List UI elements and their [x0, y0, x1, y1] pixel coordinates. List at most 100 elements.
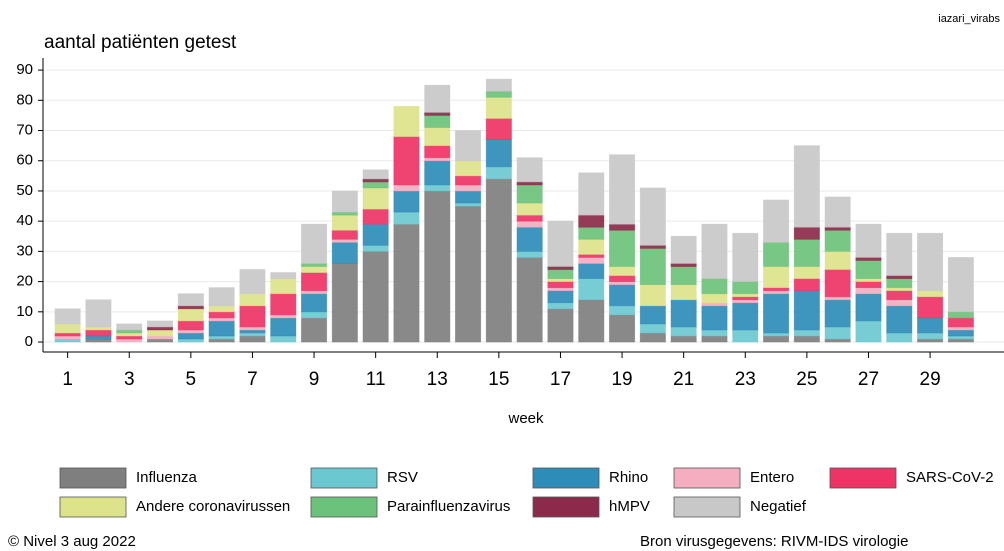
bar-segment	[732, 329, 759, 343]
bar-segment	[793, 335, 820, 343]
x-tick-label: 27	[858, 369, 879, 390]
bar-segment	[639, 323, 666, 334]
bar-segment	[855, 320, 882, 343]
bar-segment	[917, 232, 944, 292]
x-tick-label: 1	[62, 369, 73, 390]
legend-swatch	[532, 467, 600, 489]
bar-segment	[485, 96, 512, 119]
bar-segment	[855, 260, 882, 279]
bar-segment	[886, 278, 913, 289]
bar-segment	[301, 263, 328, 267]
bar-segment	[301, 223, 328, 264]
y-tick-label: 20	[16, 273, 33, 290]
legend-label: SARS-CoV-2	[906, 469, 994, 486]
bar-segment	[701, 293, 728, 304]
bar-segment	[331, 214, 358, 231]
footer-left: © Nivel 3 aug 2022	[8, 533, 136, 550]
bar-segment	[455, 205, 482, 343]
bar-segment	[670, 284, 697, 301]
bar-segment	[424, 115, 451, 128]
bar-segment	[208, 320, 235, 337]
bar-segment	[331, 211, 358, 216]
bar-segment	[362, 208, 389, 225]
bar-segment	[331, 190, 358, 213]
bar-segment	[578, 214, 605, 228]
legend-swatch	[532, 496, 600, 518]
bar-segment	[609, 223, 636, 231]
bar-segment	[609, 281, 636, 286]
bar-segment	[547, 220, 574, 267]
bar-segment	[516, 157, 543, 183]
bar-segment	[485, 118, 512, 140]
bar-segment	[208, 287, 235, 307]
bar-segment	[886, 299, 913, 307]
bar-segment	[485, 78, 512, 92]
x-tick-label: 11	[366, 369, 386, 390]
bar-segment	[177, 305, 204, 310]
bar-segment	[886, 232, 913, 276]
bar-segment	[301, 293, 328, 313]
bar-segment	[578, 238, 605, 255]
bar-segment	[732, 299, 759, 304]
legend-swatch	[59, 496, 127, 518]
bar-segment	[701, 278, 728, 295]
bar-segment	[54, 338, 81, 343]
y-tick-label: 60	[16, 152, 33, 169]
bar-segment	[855, 287, 882, 295]
bar-segment	[177, 293, 204, 307]
bar-segment	[301, 317, 328, 343]
bar-segment	[578, 254, 605, 258]
bar-segment	[824, 269, 851, 298]
bar-segment	[177, 332, 204, 340]
bar-segment	[331, 229, 358, 240]
bar-segment	[208, 338, 235, 343]
bar-segment	[609, 275, 636, 282]
bar-segment	[917, 296, 944, 319]
bar-segment	[732, 293, 759, 298]
bar-segment	[947, 335, 974, 340]
y-tick-label: 90	[16, 61, 33, 78]
bar-segment	[670, 266, 697, 286]
bar-segment	[886, 275, 913, 279]
bar-segment	[793, 329, 820, 337]
legend-swatch	[829, 467, 897, 489]
bar-segment	[824, 338, 851, 343]
bar-segment	[855, 293, 882, 322]
bar-segment	[824, 296, 851, 301]
y-tick-label: 50	[16, 182, 33, 199]
bar-segment	[516, 181, 543, 186]
bar-segment	[547, 287, 574, 292]
bar-segment	[516, 214, 543, 222]
bar-segment	[547, 269, 574, 279]
bar-segment	[239, 305, 266, 328]
x-tick-label: 19	[611, 369, 632, 390]
bar-segment	[331, 263, 358, 343]
bar-segment	[54, 335, 81, 340]
bar-segment	[270, 278, 297, 295]
bar-segment	[85, 299, 112, 328]
bar-segment	[424, 190, 451, 343]
bar-segment	[455, 202, 482, 207]
bar-segment	[85, 335, 112, 340]
bar-segment	[917, 332, 944, 340]
bar-segment	[393, 211, 420, 225]
bar-segment	[547, 302, 574, 310]
legend-label: Entero	[750, 469, 794, 486]
bar-segment	[824, 229, 851, 252]
bar-segment	[701, 302, 728, 307]
bar-segment	[886, 332, 913, 343]
bar-segment	[609, 266, 636, 276]
legend-label: Rhino	[609, 469, 648, 486]
bar-segment	[701, 335, 728, 343]
bar-segment	[362, 169, 389, 180]
bar-segment	[455, 175, 482, 186]
x-tick-label: 3	[124, 369, 135, 390]
bar-segment	[393, 223, 420, 343]
bar-segment	[886, 287, 913, 292]
bar-segment	[393, 136, 420, 186]
bar-segment	[208, 311, 235, 319]
bar-segment	[270, 314, 297, 319]
legend-swatch	[673, 496, 741, 518]
bar-segment	[393, 105, 420, 137]
bar-segment	[455, 160, 482, 177]
